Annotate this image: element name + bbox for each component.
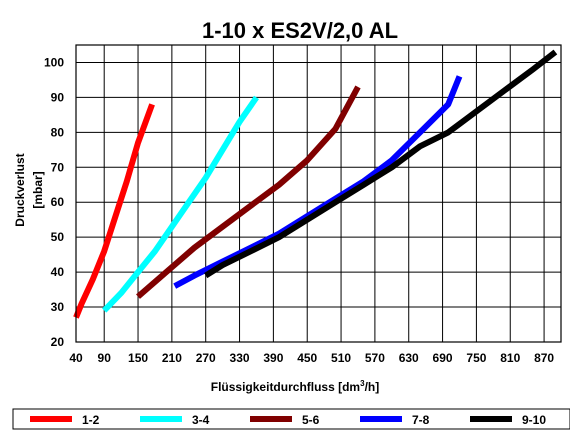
series-line-9-10: [204, 49, 558, 279]
legend-label-3-4: 3-4: [192, 413, 210, 427]
x-tick-label-3: 210: [162, 351, 182, 365]
x-tick-label-11: 690: [433, 351, 453, 365]
legend: 1-2 3-4 5-6 7-8 9-10: [30, 413, 546, 427]
y-tick-label-4: 60: [51, 195, 65, 209]
x-tick-label-12: 750: [466, 351, 486, 365]
grid: [75, 45, 561, 343]
legend-label-9-10: 9-10: [522, 413, 546, 427]
x-axis-label: Flüssigkeitdurchfluss [dm3/h]: [211, 379, 379, 394]
y-tick-label-2: 40: [51, 265, 65, 279]
y-tick-labels: 20 30 40 50 60 70 80 90 100: [44, 55, 64, 349]
x-tick-label-9: 570: [365, 351, 385, 365]
y-tick-label-8: 100: [44, 55, 64, 69]
y-axis-label-unit: [mbar]: [31, 171, 45, 208]
x-tick-label-14: 870: [534, 351, 554, 365]
legend-label-7-8: 7-8: [412, 413, 430, 427]
x-tick-label-1: 90: [98, 351, 112, 365]
x-axis-label-tail: /h]: [365, 380, 380, 394]
x-tick-label-8: 510: [331, 351, 351, 365]
x-tick-label-13: 810: [500, 351, 520, 365]
y-axis-label-main: Druckverlust: [13, 153, 27, 226]
x-tick-labels: 40 90 150 210 270 330 390 450 510 570 630 690 750 810…: [69, 351, 554, 365]
y-tick-label-3: 50: [51, 230, 65, 244]
x-tick-label-2: 150: [128, 351, 148, 365]
series-line-7-8: [173, 75, 463, 289]
x-tick-label-4: 270: [196, 351, 216, 365]
legend-label-1-2: 1-2: [82, 413, 100, 427]
y-tick-label-1: 30: [51, 300, 65, 314]
x-tick-label-10: 630: [399, 351, 419, 365]
x-tick-label-0: 40: [69, 351, 83, 365]
x-tick-label-6: 390: [263, 351, 283, 365]
y-tick-label-0: 20: [51, 335, 65, 349]
series-line-1-2: [73, 103, 155, 319]
chart-title: 1-10 x ES2V/2,0 AL: [202, 18, 398, 43]
legend-label-5-6: 5-6: [302, 413, 320, 427]
y-tick-label-5: 70: [51, 160, 65, 174]
x-tick-label-5: 330: [230, 351, 250, 365]
y-tick-label-6: 80: [51, 125, 65, 139]
series-line-3-4: [102, 95, 259, 313]
x-axis-label-main: Flüssigkeitdurchfluss [dm: [211, 380, 360, 394]
series-line-5-6: [136, 85, 361, 299]
y-tick-label-7: 90: [51, 90, 65, 104]
plot-frame: [75, 44, 562, 343]
x-axis-label-sup: 3: [360, 379, 365, 388]
x-tick-label-7: 450: [297, 351, 317, 365]
series-lines: [73, 49, 558, 319]
